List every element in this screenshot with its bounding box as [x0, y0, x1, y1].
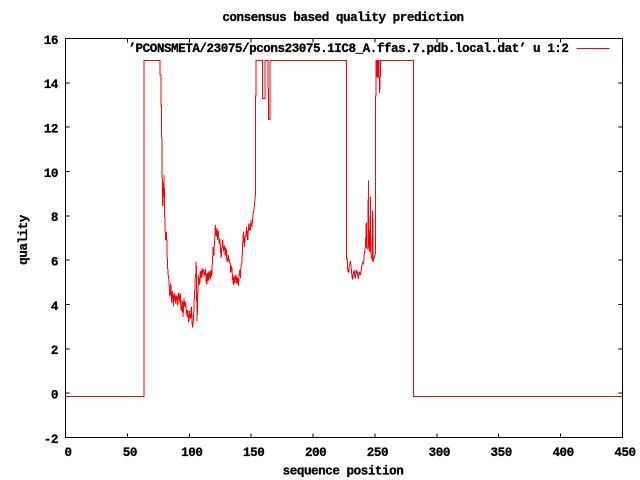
svg-text:-2: -2: [44, 433, 58, 447]
svg-text:14: 14: [44, 78, 59, 92]
svg-text:6: 6: [51, 256, 58, 270]
svg-text:150: 150: [243, 446, 264, 460]
svg-text:250: 250: [367, 446, 388, 460]
svg-text:50: 50: [123, 446, 137, 460]
svg-text:10: 10: [44, 167, 58, 181]
svg-text:100: 100: [181, 446, 202, 460]
svg-text:400: 400: [552, 446, 573, 460]
svg-text:450: 450: [614, 446, 635, 460]
svg-text:8: 8: [51, 211, 58, 225]
svg-text:350: 350: [491, 446, 512, 460]
svg-text:quality: quality: [17, 214, 31, 265]
svg-text:300: 300: [429, 446, 450, 460]
svg-text:2: 2: [51, 344, 58, 358]
svg-text:16: 16: [44, 34, 58, 48]
svg-text:consensus based quality predic: consensus based quality prediction: [222, 11, 463, 25]
svg-text:12: 12: [44, 123, 58, 137]
svg-text:’PCONSMETA/23075/pcons23075.1I: ’PCONSMETA/23075/pcons23075.1IC8_A.ffas.…: [128, 42, 568, 56]
svg-text:0: 0: [51, 389, 58, 403]
svg-text:200: 200: [305, 446, 326, 460]
svg-text:4: 4: [51, 300, 59, 314]
svg-text:0: 0: [64, 446, 71, 460]
svg-text:sequence position: sequence position: [283, 465, 404, 479]
